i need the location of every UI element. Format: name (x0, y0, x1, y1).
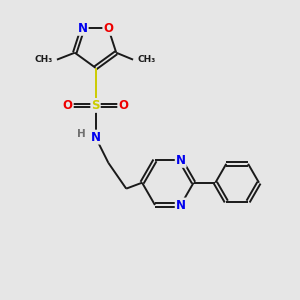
Text: O: O (103, 22, 113, 35)
Text: O: O (118, 99, 128, 112)
Text: N: N (176, 199, 186, 212)
Text: H: H (77, 129, 85, 139)
Text: N: N (78, 22, 88, 35)
Text: CH₃: CH₃ (137, 55, 155, 64)
Text: S: S (91, 99, 100, 112)
Text: N: N (176, 154, 186, 167)
Text: CH₃: CH₃ (35, 55, 53, 64)
Text: N: N (91, 130, 100, 144)
Text: O: O (63, 99, 73, 112)
